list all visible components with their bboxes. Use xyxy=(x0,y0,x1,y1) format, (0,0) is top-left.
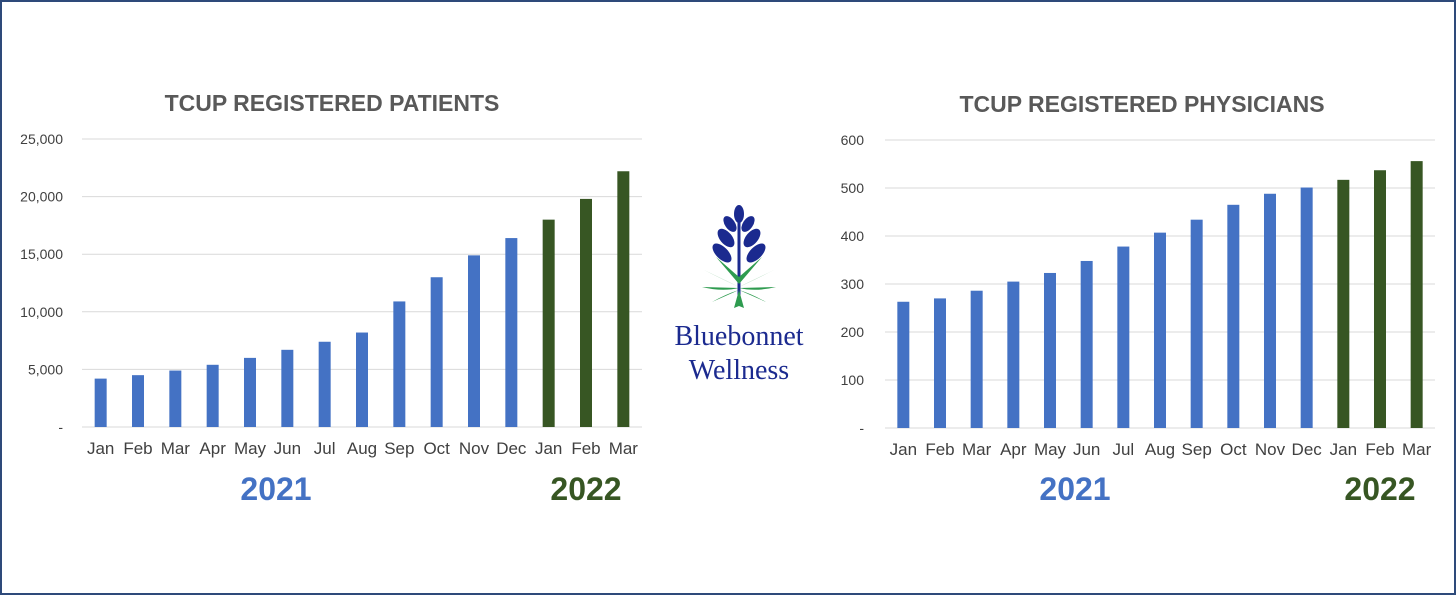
patients-bar xyxy=(468,255,480,427)
patients-x-tick-label: May xyxy=(234,439,267,458)
patients-x-tick-label: Feb xyxy=(571,439,600,458)
physicians-y-tick-label: 400 xyxy=(841,228,865,244)
patients-bar xyxy=(206,364,219,427)
physicians-x-tick-label: Oct xyxy=(1220,440,1247,459)
patients-x-tick-label: Aug xyxy=(347,439,377,458)
physicians-x-tick-label: Mar xyxy=(1402,440,1432,459)
physicians-x-tick-label: Jun xyxy=(1073,440,1100,459)
patients-bar xyxy=(244,357,256,427)
patients-x-tick-label: Oct xyxy=(423,439,450,458)
patients-bar xyxy=(542,219,555,427)
physicians-y-tick-label: 100 xyxy=(841,372,865,388)
physicians-y-tick-label: 200 xyxy=(841,324,865,340)
patients-bar xyxy=(356,332,368,427)
physicians-x-tick-label: Dec xyxy=(1292,440,1323,459)
patients-bar xyxy=(505,238,518,427)
patients-y-tick-label: 15,000 xyxy=(20,246,63,262)
patients-x-tick-label: Nov xyxy=(459,439,490,458)
physicians-x-tick-label: Apr xyxy=(1000,440,1027,459)
patients-y-tick-label: 25,000 xyxy=(20,131,63,147)
physicians-bar xyxy=(1227,204,1240,428)
physicians-x-tick-label: Sep xyxy=(1182,440,1212,459)
patients-x-tick-label: Apr xyxy=(199,439,226,458)
patients-y-tick-label: - xyxy=(58,419,63,435)
physicians-bar xyxy=(1264,193,1276,428)
physicians-x-tick-label: Nov xyxy=(1255,440,1286,459)
physicians-bar xyxy=(1374,170,1386,429)
physicians-x-tick-label: May xyxy=(1034,440,1067,459)
physicians-chart-title: TCUP REGISTERED PHYSICIANS xyxy=(959,91,1324,117)
patients-x-tick-label: Sep xyxy=(384,439,414,458)
physicians-year-label-2022: 2022 xyxy=(1344,471,1415,507)
patients-chart: TCUP REGISTERED PATIENTS - 5,000 10,000 15,… xyxy=(20,90,642,507)
physicians-year-label-2021: 2021 xyxy=(1039,471,1110,507)
patients-x-tick-label: Dec xyxy=(496,439,527,458)
physicians-bar xyxy=(934,298,946,428)
patients-bar xyxy=(132,375,144,427)
patients-x-tick-label: Mar xyxy=(609,439,639,458)
physicians-bar xyxy=(1080,260,1093,428)
patients-year-label-2022: 2022 xyxy=(550,471,621,507)
bluebonnet-flower-icon xyxy=(702,205,776,308)
patients-x-tick-label: Mar xyxy=(161,439,191,458)
patients-x-tick-label: Jan xyxy=(87,439,114,458)
patients-y-tick-label: 10,000 xyxy=(20,304,63,320)
physicians-x-tick-label: Aug xyxy=(1145,440,1175,459)
physicians-bar xyxy=(1117,246,1130,428)
physicians-y-tick-label: - xyxy=(859,420,864,436)
patients-y-tick-label: 5,000 xyxy=(28,361,63,377)
logo-line-2: Wellness xyxy=(689,355,789,386)
physicians-bar xyxy=(1410,161,1423,428)
physicians-y-tick-label: 300 xyxy=(841,276,865,292)
physicians-bar xyxy=(1190,219,1203,428)
physicians-bar xyxy=(1044,272,1056,428)
patients-bar xyxy=(617,171,630,427)
patients-x-tick-label: Jun xyxy=(274,439,301,458)
physicians-y-tick-label: 600 xyxy=(841,132,865,148)
patients-bar xyxy=(580,198,592,427)
patients-bar xyxy=(281,349,294,427)
patients-x-tick-label: Feb xyxy=(123,439,152,458)
patients-y-tick-label: 20,000 xyxy=(20,189,63,205)
physicians-bar xyxy=(970,290,983,428)
physicians-x-tick-label: Feb xyxy=(925,440,954,459)
physicians-x-tick-label: Jan xyxy=(1330,440,1357,459)
physicians-chart: TCUP REGISTERED PHYSICIANS - 100 200 300 400… xyxy=(841,91,1435,507)
physicians-bar xyxy=(1337,179,1350,428)
physicians-bar xyxy=(897,301,910,428)
patients-bar xyxy=(94,378,107,427)
patients-bar xyxy=(393,301,406,427)
patients-bar xyxy=(169,370,182,427)
patients-x-tick-label: Jul xyxy=(314,439,336,458)
physicians-x-tick-label: Feb xyxy=(1365,440,1394,459)
patients-chart-title: TCUP REGISTERED PATIENTS xyxy=(165,90,500,116)
patients-bar xyxy=(318,341,331,427)
physicians-x-tick-label: Mar xyxy=(962,440,992,459)
logo-line-1: Bluebonnet xyxy=(674,321,803,352)
physicians-bar xyxy=(1300,187,1313,428)
physicians-bar xyxy=(1007,281,1020,428)
physicians-x-tick-label: Jul xyxy=(1112,440,1134,459)
physicians-x-tick-label: Jan xyxy=(890,440,917,459)
physicians-y-tick-label: 500 xyxy=(841,180,865,196)
patients-x-tick-label: Jan xyxy=(535,439,562,458)
patients-bar xyxy=(430,277,443,427)
patients-year-label-2021: 2021 xyxy=(240,471,311,507)
bluebonnet-wellness-logo: Bluebonnet Wellness xyxy=(664,202,814,392)
physicians-bar xyxy=(1154,232,1166,428)
